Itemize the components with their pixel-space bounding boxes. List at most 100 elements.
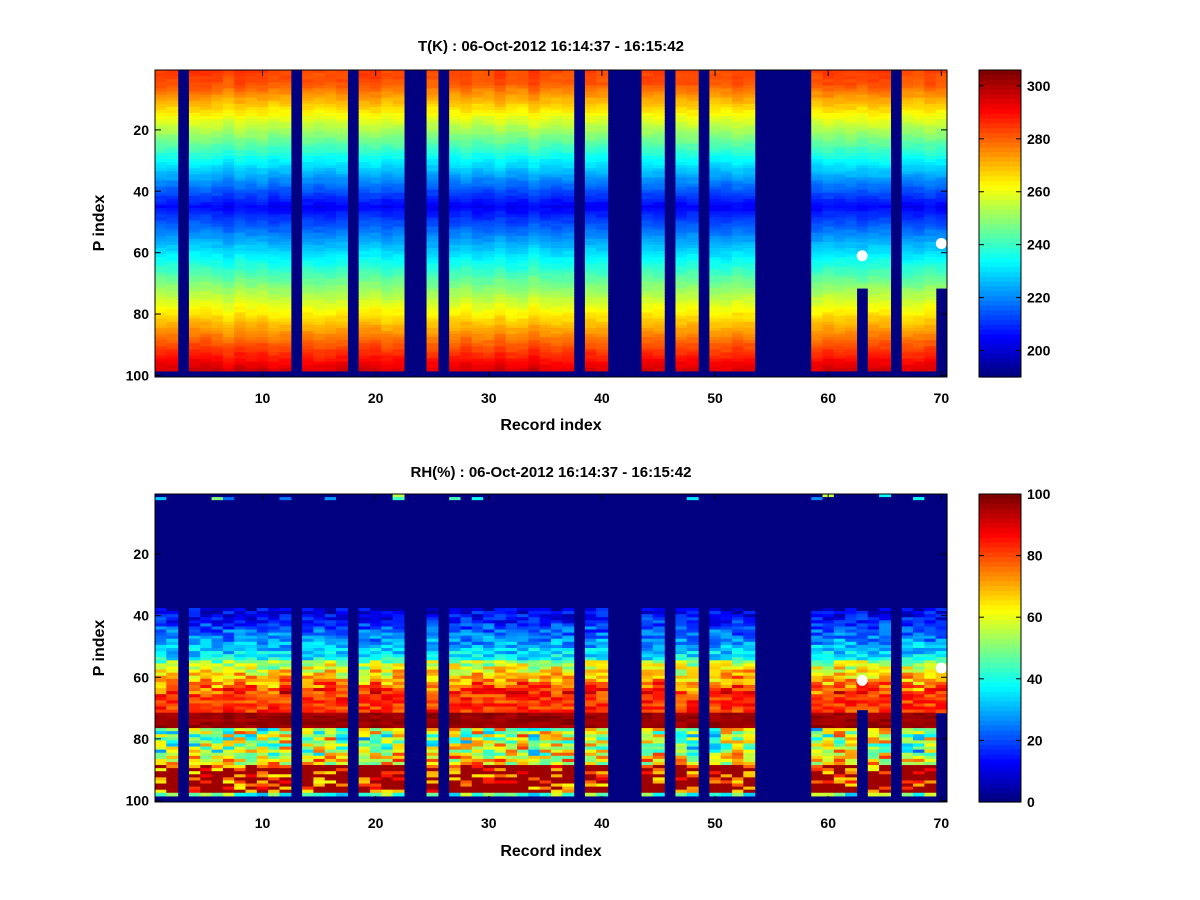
heatmap-cell bbox=[551, 128, 563, 132]
heatmap-cell bbox=[188, 241, 201, 246]
heatmap-cell bbox=[302, 94, 314, 99]
heatmap-cell bbox=[302, 189, 314, 194]
heatmap-column bbox=[234, 70, 247, 372]
heatmap-cell bbox=[324, 251, 337, 255]
heatmap-cell bbox=[596, 312, 609, 317]
heatmap-cell bbox=[256, 300, 269, 304]
heatmap-column bbox=[539, 70, 552, 372]
heatmap-cell bbox=[528, 103, 541, 108]
heatmap-cell bbox=[358, 260, 371, 265]
heatmap-cell bbox=[426, 327, 439, 332]
heatmap-cell bbox=[234, 291, 247, 295]
heatmap-cell bbox=[494, 254, 507, 258]
heatmap-cell bbox=[313, 297, 326, 301]
heatmap-cell bbox=[596, 238, 609, 243]
heatmap-cell bbox=[268, 364, 281, 369]
heatmap-cell bbox=[234, 300, 247, 304]
heatmap-cell bbox=[426, 168, 439, 172]
heatmap-cell bbox=[211, 263, 224, 268]
heatmap-cell bbox=[596, 140, 609, 145]
heatmap-cell bbox=[245, 165, 258, 169]
heatmap-cell bbox=[268, 125, 281, 129]
heatmap-cell bbox=[562, 257, 575, 261]
heatmap-cell bbox=[528, 73, 541, 77]
heatmap-cell bbox=[245, 73, 258, 77]
heatmap-cell bbox=[222, 324, 235, 329]
heatmap-cell bbox=[234, 198, 247, 203]
heatmap-cell bbox=[188, 208, 201, 212]
heatmap-cell bbox=[324, 208, 337, 212]
heatmap-cell bbox=[539, 297, 552, 301]
heatmap-cell bbox=[188, 165, 201, 169]
heatmap-cell bbox=[528, 211, 541, 215]
heatmap-cell bbox=[324, 257, 337, 261]
heatmap-cell bbox=[449, 214, 462, 218]
heatmap-cell bbox=[336, 330, 348, 335]
heatmap-cell bbox=[234, 205, 247, 209]
heatmap-cell bbox=[528, 260, 541, 265]
heatmap-cell bbox=[211, 367, 224, 372]
heatmap-cell bbox=[528, 284, 541, 289]
heatmap-cell bbox=[313, 140, 326, 145]
heatmap-cell bbox=[336, 358, 348, 363]
heatmap-cell bbox=[211, 100, 224, 105]
heatmap-cell bbox=[551, 223, 563, 228]
heatmap-cell bbox=[539, 70, 552, 74]
heatmap-cell bbox=[358, 140, 371, 145]
heatmap-cell bbox=[392, 238, 405, 243]
heatmap-cell bbox=[234, 346, 247, 350]
heatmap-cell bbox=[302, 297, 314, 301]
heatmap-cell bbox=[528, 358, 541, 363]
heatmap-cell bbox=[245, 211, 258, 215]
heatmap-cell bbox=[471, 352, 484, 357]
heatmap-cell bbox=[166, 318, 179, 323]
heatmap-cell bbox=[505, 337, 518, 341]
heatmap-cell bbox=[584, 106, 597, 111]
heatmap-cell bbox=[584, 125, 597, 129]
heatmap-cell bbox=[517, 364, 529, 369]
heatmap-cell bbox=[336, 192, 348, 197]
heatmap-cell bbox=[392, 73, 405, 77]
heatmap-cell bbox=[324, 112, 337, 117]
heatmap-cell bbox=[200, 272, 213, 277]
heatmap-cell bbox=[539, 248, 552, 252]
heatmap-cell bbox=[313, 106, 326, 111]
heatmap-cell bbox=[381, 79, 394, 83]
heatmap-cell bbox=[562, 248, 575, 252]
heatmap-cell bbox=[336, 312, 348, 317]
heatmap-cell bbox=[245, 174, 258, 179]
heatmap-cell bbox=[562, 306, 575, 311]
heatmap-cell bbox=[505, 137, 518, 142]
heatmap-cell bbox=[596, 278, 609, 283]
heatmap-cell bbox=[234, 266, 247, 271]
heatmap-cell bbox=[188, 300, 201, 304]
heatmap-cell bbox=[336, 352, 348, 357]
heatmap-cell bbox=[188, 79, 201, 83]
heatmap-cell bbox=[517, 241, 529, 246]
heatmap-cell bbox=[483, 217, 496, 222]
heatmap-cell bbox=[336, 171, 348, 175]
heatmap-cell bbox=[392, 214, 405, 218]
heatmap-cell bbox=[392, 251, 405, 255]
heatmap-cell bbox=[200, 278, 213, 283]
heatmap-cell bbox=[234, 159, 247, 163]
heatmap-cell bbox=[471, 168, 484, 172]
heatmap-cell bbox=[551, 192, 563, 197]
heatmap-cell bbox=[369, 76, 382, 80]
heatmap-cell bbox=[324, 186, 337, 191]
heatmap-cell bbox=[166, 192, 179, 197]
heatmap-cell bbox=[313, 205, 326, 209]
heatmap-cell bbox=[188, 226, 201, 231]
heatmap-cell bbox=[494, 232, 507, 237]
heatmap-cell bbox=[245, 70, 258, 74]
heatmap-cell bbox=[562, 211, 575, 215]
heatmap-cell bbox=[268, 152, 281, 157]
heatmap-cell bbox=[279, 355, 292, 360]
heatmap-cell bbox=[302, 340, 314, 344]
heatmap-cell bbox=[358, 180, 371, 185]
heatmap-cell bbox=[584, 109, 597, 114]
heatmap-cell bbox=[460, 361, 473, 366]
heatmap-cell bbox=[539, 165, 552, 169]
heatmap-cell bbox=[596, 211, 609, 215]
heatmap-cell bbox=[188, 146, 201, 151]
